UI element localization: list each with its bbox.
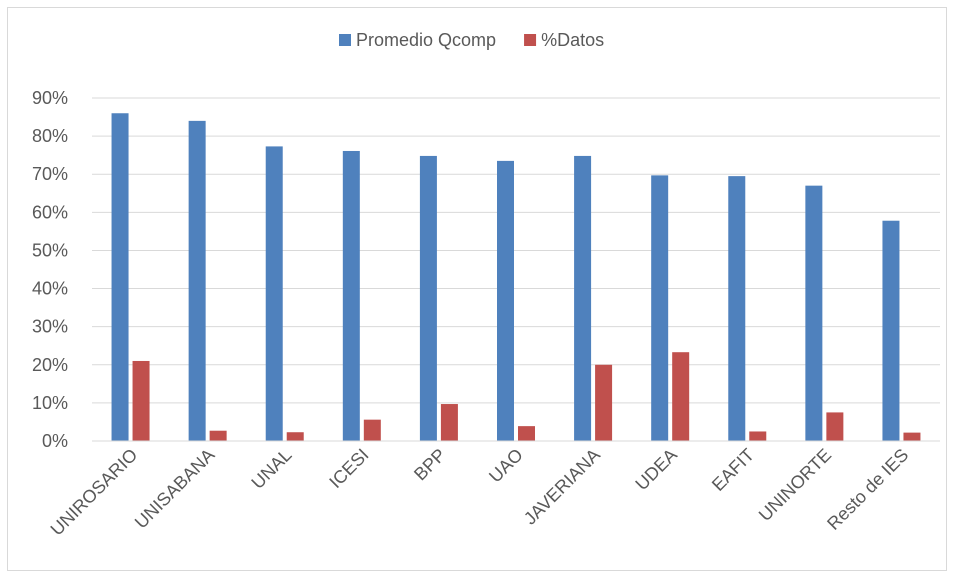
legend-swatch xyxy=(524,34,537,46)
x-tick-label: EAFIT xyxy=(708,445,758,495)
y-tick-label: 10% xyxy=(32,393,68,413)
bar-datos-uao xyxy=(518,426,535,441)
bar-datos-resto-de-ies xyxy=(903,432,921,441)
y-tick-label: 40% xyxy=(32,279,68,299)
bar-datos-unisabana xyxy=(209,430,227,441)
bar-datos-unirosario xyxy=(132,360,150,441)
y-tick-label: 20% xyxy=(32,355,68,375)
x-tick-label: JAVERIANA xyxy=(520,445,604,529)
y-tick-label: 50% xyxy=(32,240,68,260)
bar-promedio-qcomp-uao xyxy=(497,160,514,441)
y-tick-label: 90% xyxy=(32,88,68,108)
x-tick-label: UAO xyxy=(485,445,527,487)
bar-promedio-qcomp-unirosario xyxy=(111,113,129,441)
bar-promedio-qcomp-unisabana xyxy=(188,120,206,441)
x-tick-label: UNISABANA xyxy=(131,445,219,533)
y-tick-label: 0% xyxy=(42,431,68,451)
x-tick-label: Resto de IES xyxy=(823,445,912,534)
bar-promedio-qcomp-eafit xyxy=(728,176,746,441)
y-tick-label: 30% xyxy=(32,317,68,337)
bar-promedio-qcomp-icesi xyxy=(342,150,360,442)
bar-promedio-qcomp-resto-de-ies xyxy=(882,220,900,441)
x-tick-label: UNAL xyxy=(247,445,295,493)
bar-promedio-qcomp-unal xyxy=(265,146,283,441)
legend-label: %Datos xyxy=(541,30,604,50)
x-tick-label: BPP xyxy=(410,445,450,485)
gridlines xyxy=(92,97,940,404)
bar-promedio-qcomp-bpp xyxy=(419,155,437,441)
bar-promedio-qcomp-uninorte xyxy=(805,185,823,441)
y-axis-tick-labels: 0% 10% 20% 30% 40% 50% 60% 70% 80% 90% xyxy=(32,88,68,451)
x-tick-label: ICESI xyxy=(325,445,372,492)
legend-label: Promedio Qcomp xyxy=(356,30,496,50)
legend-swatch xyxy=(339,34,351,46)
x-tick-label: UNINORTE xyxy=(755,445,835,525)
y-tick-label: 70% xyxy=(32,164,68,184)
bar-promedio-qcomp-udea xyxy=(651,175,669,442)
bar-promedio-qcomp-javeriana xyxy=(574,155,592,441)
x-tick-label: UDEA xyxy=(632,445,682,495)
y-tick-label: 60% xyxy=(32,202,68,222)
bar-datos-eafit xyxy=(749,431,767,441)
legend: Promedio Qcomp %Datos xyxy=(339,30,604,50)
y-tick-label: 80% xyxy=(32,126,68,146)
bar-datos-uninorte xyxy=(826,412,844,441)
bars xyxy=(111,113,921,442)
x-tick-label: UNIROSARIO xyxy=(47,445,142,540)
bar-datos-unal xyxy=(286,432,304,441)
bar-datos-javeriana xyxy=(595,364,613,441)
bar-datos-udea xyxy=(672,352,690,441)
bar-datos-icesi xyxy=(363,419,381,441)
bar-datos-bpp xyxy=(440,404,458,441)
